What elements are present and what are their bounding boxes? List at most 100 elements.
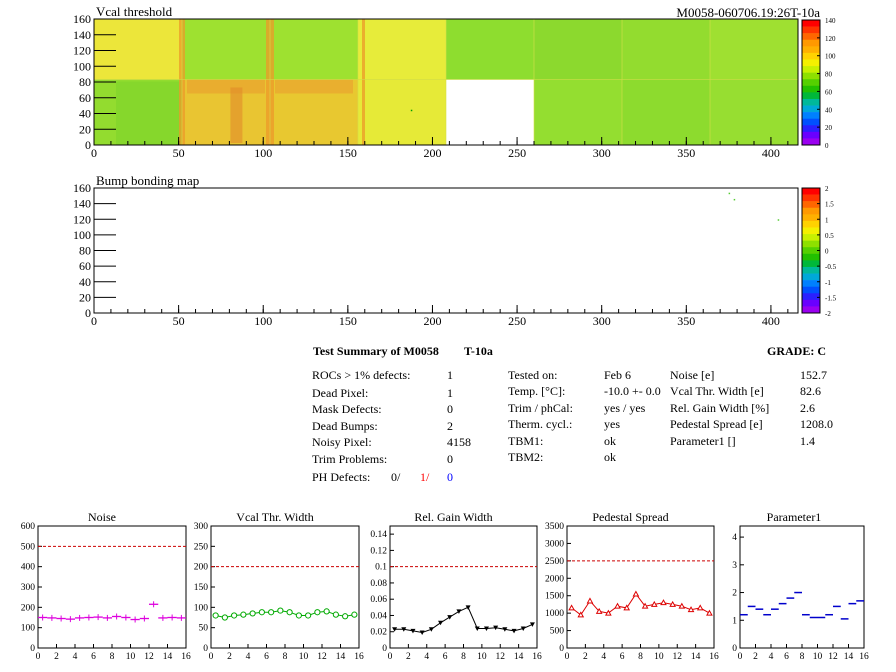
mini-plot-xtick-label: 8 [461, 652, 466, 662]
mini-plot-xtick-label: 16 [709, 652, 719, 662]
mini-plot-point [669, 600, 677, 607]
vcal-palette-cell [802, 66, 820, 73]
mini-plot-point [502, 627, 508, 632]
mini-plot-series-line [571, 593, 710, 616]
summary-col1-row3-label: Dead Bumps: [312, 419, 378, 433]
bump-map-ytick-label: 20 [79, 290, 91, 304]
summary-col2-row0-value: Feb 6 [604, 368, 631, 382]
bump-palette-cell [802, 227, 820, 235]
bump-palette-label: 2 [825, 185, 829, 193]
dead-pixel-mark [410, 109, 413, 112]
mini-plot-2: Rel. Gain Width 0 0.02 0.04 0.06 0.08 0.1 0.12 0… [370, 510, 542, 662]
mini-plot-point [392, 627, 398, 632]
mini-plot-ytick-label: 100 [21, 624, 36, 634]
summary-col1-row2-label: Mask Defects: [312, 402, 382, 416]
summary-col2-row4-label: TBM1: [508, 434, 544, 448]
mini-plot-point [511, 628, 517, 634]
mini-plot-xtick-label: 8 [800, 652, 805, 662]
vcal-palette-cell [802, 131, 820, 139]
mini-plot-ytick-label: 100 [194, 603, 209, 613]
vcal-palette-cell [802, 112, 820, 119]
summary-col2-row1-label: Temp. [°C]: [508, 384, 566, 398]
mini-plot-point [465, 605, 471, 610]
mini-plot-ytick-label: 150 [194, 583, 209, 593]
mini-plot-ytick-label: 4 [732, 533, 737, 543]
mini-plot-xtick-label: 10 [126, 652, 136, 662]
vcal-palette-cell [802, 79, 820, 87]
vcal-palette-label: 40 [825, 106, 833, 114]
vcal-palette-cell [802, 85, 820, 93]
vcal-palette-label: 60 [825, 88, 833, 96]
mini-plot-ytick-label: 0.1 [375, 563, 387, 573]
mini-plot-ytick-label: 0.08 [370, 579, 387, 589]
summary-col1-row5-label: Trim Problems: [312, 452, 388, 466]
mini-plot-ytick-label: 250 [194, 542, 209, 552]
bump-palette-cell [802, 247, 820, 255]
mini-plot-point [586, 597, 594, 604]
summary-col2-row2-value: yes / yes [604, 401, 646, 415]
mini-plot-point [678, 602, 686, 609]
mini-plot-point [650, 600, 658, 607]
vcal-palette-cell [802, 46, 820, 54]
bump-palette-cell [802, 253, 820, 261]
summary-col3-row1-label: Vcal Thr. Width [e] [670, 384, 764, 398]
mini-plot-point [493, 625, 499, 631]
summary-col2-row1-value: -10.0 +- 0.0 [604, 384, 661, 398]
mini-plot-point [231, 612, 238, 619]
summary-col1-row4-value: 4158 [447, 435, 471, 449]
vcal-palette-cell [802, 118, 820, 126]
roc-block-top [94, 19, 183, 80]
mini-plot-xtick-label: 0 [738, 652, 743, 662]
roc-block-top [534, 19, 623, 80]
summary-col3-row3-label: Pedestal Spread [e] [670, 417, 763, 431]
vcal-palette-label: 100 [825, 53, 836, 61]
bump-map-xtick-label: 350 [677, 314, 695, 328]
ph-defects-value-2: 0 [447, 470, 453, 484]
mini-plot-ytick-label: 0 [203, 644, 208, 654]
mini-plot-point [401, 627, 407, 632]
bump-map-ytick-label: 100 [73, 228, 91, 242]
bump-palette-cell [802, 194, 820, 202]
bump-palette-label: -2 [825, 310, 831, 318]
mini-plot-xtick-label: 2 [583, 652, 588, 662]
mini-plot-point [428, 627, 434, 632]
mini-plot-xtick-label: 14 [844, 652, 854, 662]
mini-plot-xtick-label: 16 [859, 652, 869, 662]
vcal-palette-label: 20 [825, 124, 833, 132]
bump-palette-cell [802, 299, 820, 307]
vcal-map-ytick-label: 60 [79, 91, 91, 105]
roc-block-top [270, 19, 359, 80]
bump-palette-cell [802, 266, 820, 274]
summary-col1-row4-label: Noisy Pixel: [312, 435, 372, 449]
mini-plot-point [212, 612, 219, 619]
mini-plot-xtick-label: 16 [532, 652, 542, 662]
summary-col3-row4-value: 1.4 [800, 434, 815, 448]
mini-plot-frame [37, 525, 187, 649]
mini-plot-point [286, 609, 293, 616]
vcal-map-ytick-label: 0 [85, 138, 91, 152]
roc-block-bottom [358, 79, 447, 145]
roc-block-top [622, 19, 711, 80]
mini-plot-xtick-label: 8 [638, 652, 643, 662]
bump-map-xtick-label: 400 [762, 314, 780, 328]
mini-plot-xtick-label: 12 [828, 652, 838, 662]
mini-plot-point [332, 611, 339, 618]
summary-tag: T-10a [464, 344, 493, 358]
mini-plot-point [268, 609, 275, 616]
vcal-palette-label: 120 [825, 35, 836, 43]
vcal-palette-cell [802, 125, 820, 133]
mini-plot-point [447, 615, 453, 620]
summary-col2-row5-label: TBM2: [508, 450, 544, 464]
mini-plot-xtick-label: 10 [299, 652, 309, 662]
mini-plot-point [410, 628, 416, 634]
mini-plot-ytick-label: 0.04 [370, 611, 387, 621]
summary-col2-row2-label: Trim / phCal: [508, 401, 573, 415]
ph-defects-label: PH Defects: [312, 470, 371, 484]
module-id-label: M0058-060706.19:26T-10a [676, 5, 820, 20]
mini-plot-xtick-label: 2 [406, 652, 411, 662]
bump-map-ytick-label: 160 [73, 181, 91, 195]
mini-plot-ytick-label: 0 [559, 644, 564, 654]
mini-plot-ytick-label: 0.14 [370, 530, 387, 540]
